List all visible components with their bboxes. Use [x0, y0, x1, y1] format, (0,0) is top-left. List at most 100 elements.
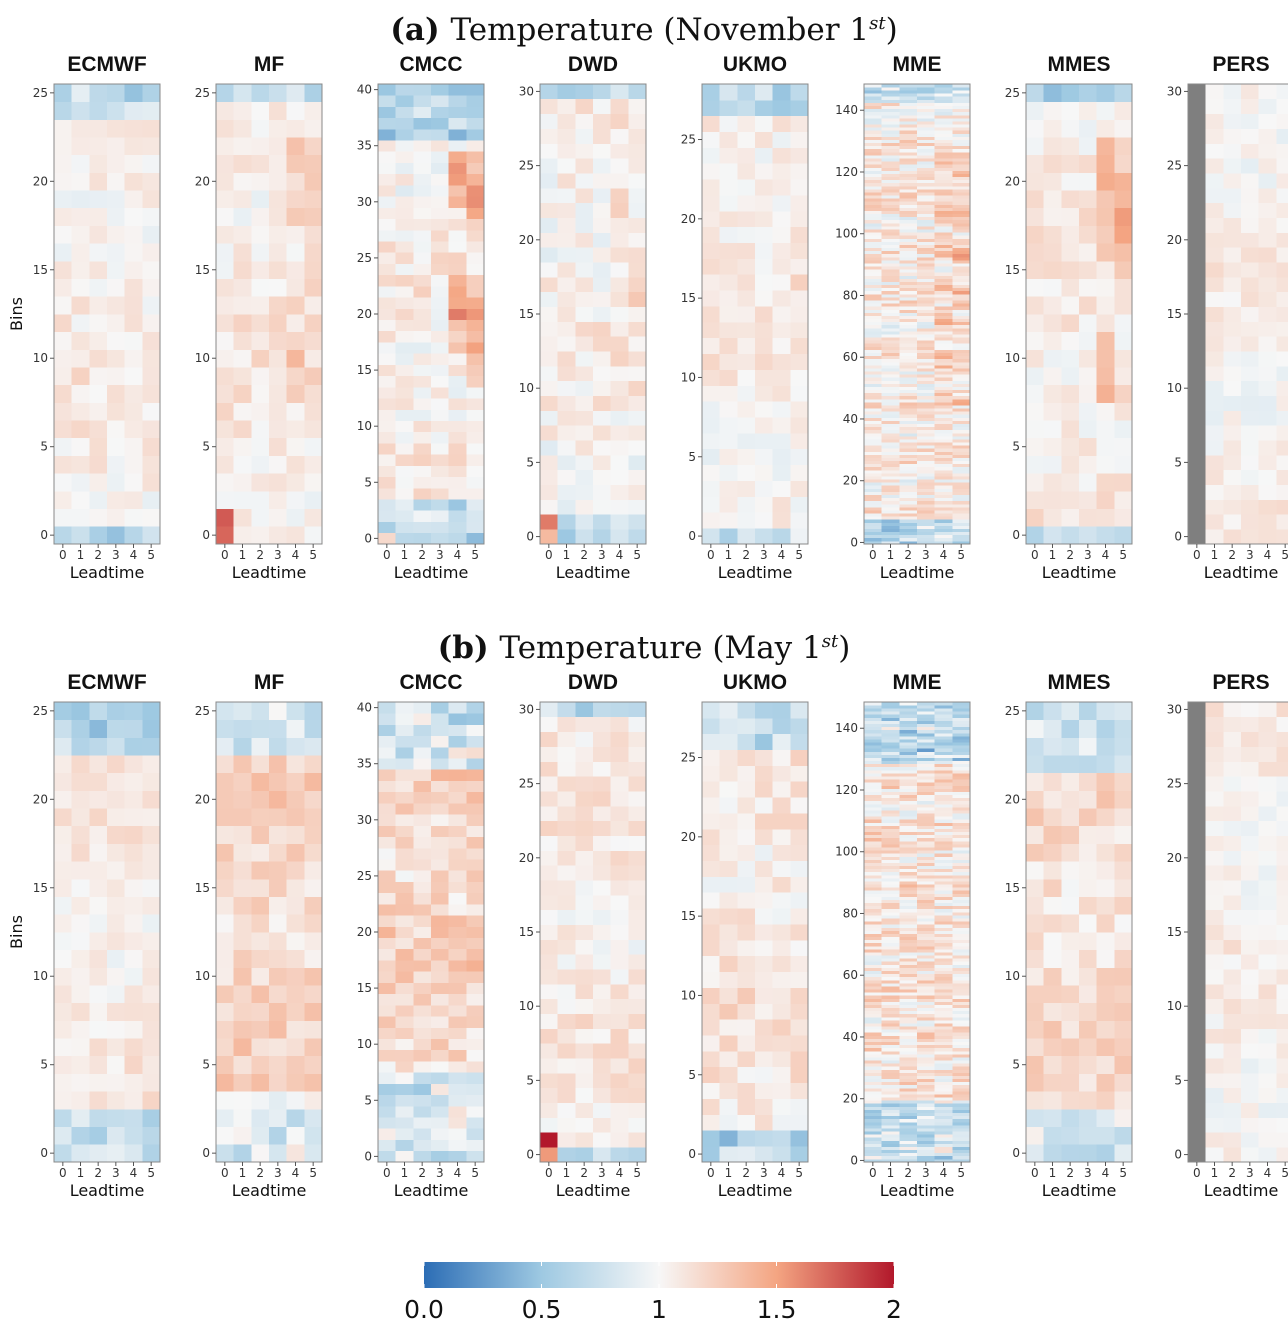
heatmap-cell	[952, 1010, 971, 1015]
heatmap-cell	[54, 190, 73, 209]
heatmap-cell	[395, 1004, 414, 1017]
heatmap-cell	[881, 911, 900, 916]
heatmap-cell	[719, 448, 738, 466]
heatmap-cell	[917, 380, 936, 384]
heatmap-cell	[1043, 84, 1062, 103]
heatmap-cell	[719, 84, 738, 101]
x-axis-label: Leadtime	[394, 563, 469, 582]
heatmap-cell	[395, 915, 414, 927]
y-tick-label: 30	[519, 702, 534, 716]
heatmap-cell	[124, 985, 143, 1004]
heatmap-cell	[864, 1146, 883, 1151]
heatmap-cell	[952, 330, 971, 335]
heatmap-cell	[71, 719, 90, 738]
heatmap-cell	[286, 137, 305, 156]
heatmap-cell	[575, 1147, 594, 1163]
heatmap-cell	[864, 148, 883, 153]
heatmap-cell	[71, 137, 90, 156]
heatmap-cell	[1205, 529, 1224, 545]
heatmap-cell	[575, 306, 594, 322]
heatmap-cell	[1258, 98, 1277, 115]
heatmap-cell	[917, 955, 936, 959]
heatmap-cell	[233, 172, 252, 191]
heatmap-cell	[917, 757, 936, 762]
heatmap-cell	[917, 374, 936, 378]
heatmap-cell	[719, 781, 738, 798]
heatmap-cell	[1079, 154, 1098, 173]
heatmap-cell	[881, 306, 900, 310]
heatmap-cell	[216, 1038, 235, 1057]
heatmap-cell	[790, 1035, 809, 1052]
heatmap-cell	[1258, 469, 1277, 486]
heatmap-cell	[772, 179, 791, 196]
heatmap-cell	[54, 508, 73, 527]
heatmap-cell	[395, 847, 414, 860]
heatmap-cell	[881, 334, 900, 338]
heatmap-cell	[917, 287, 936, 292]
heatmap-cell	[71, 84, 90, 103]
heatmap-cell	[557, 746, 576, 762]
heatmap-cell	[304, 508, 323, 527]
heatmap-cell	[304, 737, 323, 756]
heatmap-cell	[54, 1126, 73, 1145]
heatmap-cell	[952, 1121, 971, 1126]
heatmap-cell	[952, 275, 971, 279]
heatmap-cell	[934, 513, 953, 517]
y-tick-label: 10	[1167, 999, 1182, 1013]
heatmap-cell	[1079, 349, 1098, 368]
heatmap-cell	[952, 105, 971, 110]
heatmap-cell	[772, 448, 791, 466]
heatmap-cell	[71, 119, 90, 138]
heatmap-cell	[881, 989, 900, 993]
heatmap-cell	[304, 119, 323, 138]
heatmap-cell	[864, 763, 883, 768]
heatmap-cell	[395, 375, 414, 388]
heatmap-cell	[952, 862, 971, 867]
heatmap-cell	[1026, 790, 1045, 809]
heatmap-cell	[772, 195, 791, 212]
heatmap-cell	[790, 115, 809, 132]
heatmap-cell	[917, 1026, 936, 1030]
heatmap-cell	[431, 510, 450, 522]
heatmap-cell	[952, 902, 971, 907]
heatmap-cell	[628, 484, 647, 500]
heatmap-cell	[378, 162, 397, 175]
heatmap-cell	[952, 340, 971, 344]
heatmap-cell	[448, 499, 467, 511]
heatmap-cell	[413, 420, 432, 433]
heatmap-cell	[952, 896, 971, 900]
heatmap-cell	[1241, 805, 1260, 822]
heatmap-cell	[1223, 894, 1242, 911]
heatmap-cell	[1241, 761, 1260, 777]
y-tick-label: 20	[519, 233, 534, 247]
y-tick-label: 0	[850, 535, 858, 549]
heatmap-cell	[864, 905, 883, 910]
heatmap-cell	[952, 479, 971, 483]
heatmap-cell	[593, 336, 612, 352]
heatmap-cell	[378, 263, 397, 276]
heatmap-cell	[413, 1139, 432, 1152]
heatmap-cell	[107, 296, 126, 315]
heatmap-cell	[286, 260, 305, 280]
heatmap-cell	[1096, 367, 1115, 386]
heatmap-cell	[1241, 924, 1260, 940]
heatmap-cell	[934, 948, 953, 953]
heatmap-cell	[251, 331, 270, 350]
heatmap-cell	[269, 402, 288, 421]
heatmap-cell	[431, 1049, 450, 1062]
heatmap-cell	[899, 828, 918, 833]
heatmap-cell	[864, 99, 883, 103]
heatmap-cell	[917, 970, 936, 975]
x-tick-label: 1	[563, 1166, 571, 1180]
heatmap-cell	[593, 440, 612, 456]
heatmap-cell	[557, 954, 576, 970]
heatmap-cell	[917, 1001, 936, 1005]
heatmap-cell	[934, 791, 953, 796]
heatmap-cell	[557, 939, 576, 955]
heatmap-cell	[934, 1121, 953, 1126]
heatmap-cell	[737, 163, 756, 180]
heatmap-cell	[934, 992, 953, 996]
heatmap-cell	[1079, 190, 1098, 209]
heatmap-cell	[952, 739, 971, 743]
